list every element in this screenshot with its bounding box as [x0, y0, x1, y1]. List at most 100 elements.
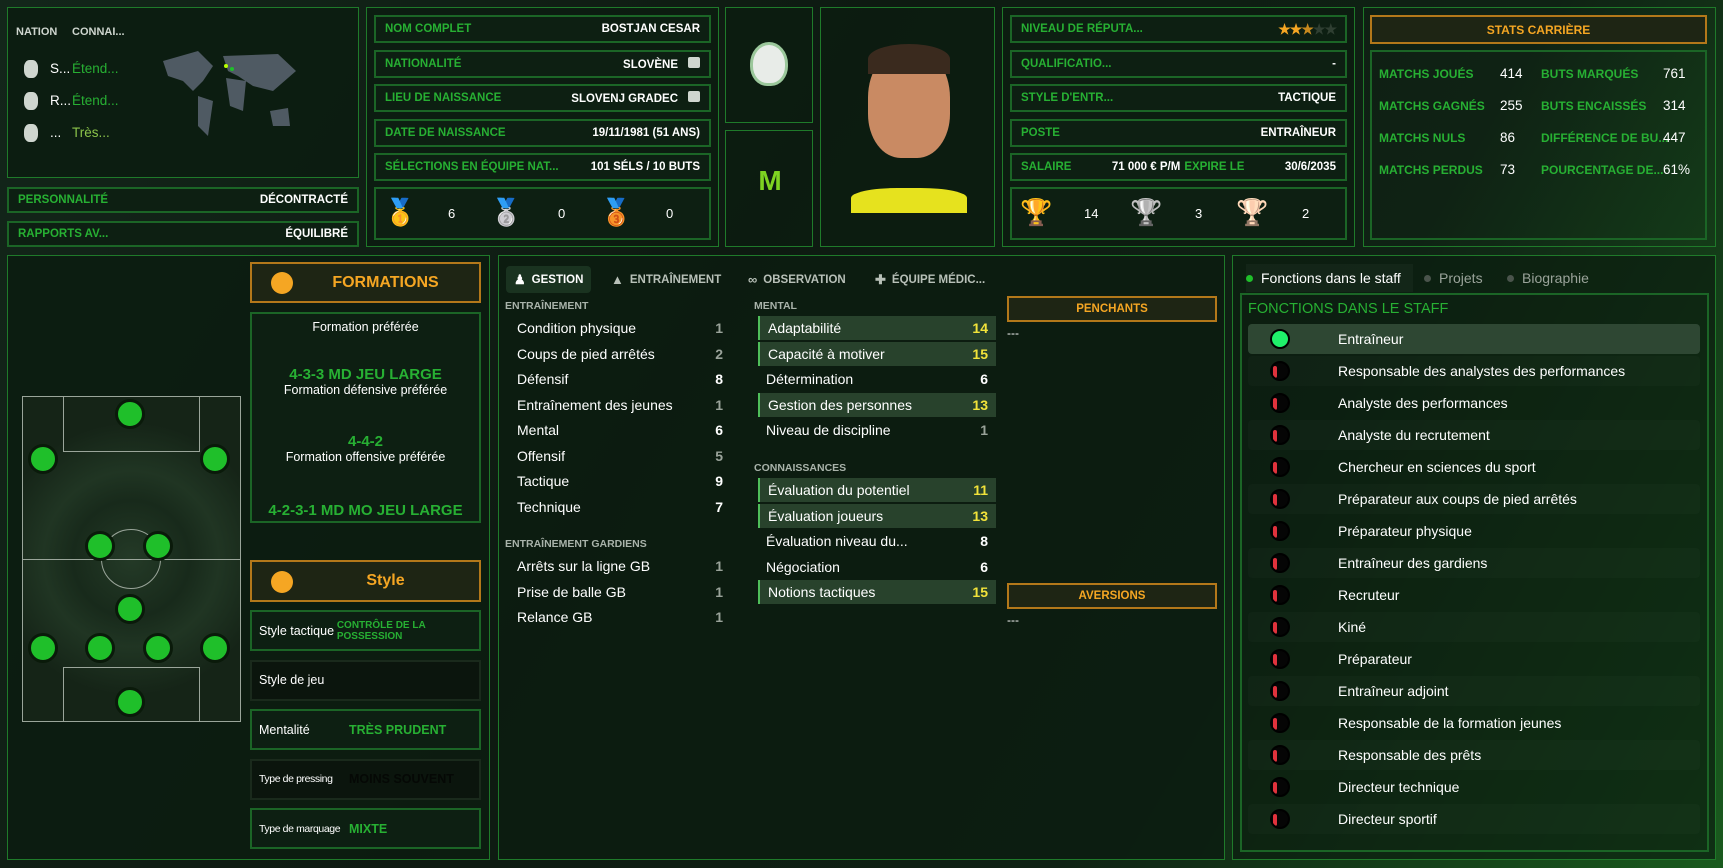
attribute-value: 1 — [715, 583, 723, 600]
style-label: Mentalité — [259, 722, 310, 737]
staff-role-row[interactable]: Préparateur — [1248, 644, 1700, 674]
player-marker[interactable] — [115, 594, 145, 624]
info-label: POSTE — [1021, 126, 1060, 139]
tab-1[interactable]: ▲ ENTRAÎNEMENT — [603, 266, 729, 293]
staff-role-label: Chercheur en sciences du sport — [1338, 459, 1536, 475]
attribute-value: 13 — [972, 507, 988, 524]
staff-role-row[interactable]: Entraîneur adjoint — [1248, 676, 1700, 706]
attribute-row[interactable]: Prise de balle GB 1 — [509, 580, 731, 604]
person-icon: ♟ — [514, 271, 526, 287]
attribute-row[interactable]: Offensif 5 — [509, 444, 731, 468]
section-title: MENTAL — [754, 300, 797, 312]
career-stat-value: 73 — [1500, 162, 1516, 177]
star-icon: ★ — [1301, 20, 1314, 37]
attribute-row[interactable]: Évaluation joueurs 13 — [758, 503, 996, 528]
player-marker[interactable] — [200, 633, 230, 663]
tab-0[interactable]: ♟ GESTION — [506, 266, 592, 293]
nation-name: S... — [50, 61, 71, 76]
style-label: Type de pressing — [259, 773, 333, 785]
media-label: RAPPORTS AV... — [18, 228, 109, 240]
player-marker[interactable] — [200, 444, 230, 474]
bronze-trophy-icon: 🏆 — [1236, 197, 1269, 227]
attribute-row[interactable]: Défensif 8 — [509, 367, 731, 391]
role-inactive-icon — [1270, 457, 1290, 477]
media-row: RAPPORTS AV... ÉQUILIBRÉ — [7, 221, 359, 247]
attribute-row[interactable]: Arrêts sur la ligne GB 1 — [509, 554, 731, 578]
player-marker[interactable] — [143, 633, 173, 663]
staff-role-row[interactable]: Directeur technique — [1248, 772, 1700, 802]
staff-role-row[interactable]: Responsable de la formation jeunes — [1248, 708, 1700, 738]
attribute-label: Technique — [517, 498, 581, 515]
info-value-wrap: SLOVÈNE — [623, 56, 700, 71]
staff-role-row[interactable]: Chercheur en sciences du sport — [1248, 452, 1700, 482]
info-label: SÉLECTIONS EN ÉQUIPE NAT... — [385, 161, 559, 173]
attribute-row[interactable]: Évaluation niveau du... 8 — [758, 529, 996, 553]
tab-label: GESTION — [531, 273, 584, 286]
player-marker[interactable] — [85, 633, 115, 663]
attribute-value: 6 — [980, 558, 988, 575]
right-tab-0[interactable]: Fonctions dans le staff — [1246, 264, 1413, 292]
attribute-row[interactable]: Détermination 6 — [758, 367, 996, 391]
info-label: LIEU DE NAISSANCE — [385, 92, 502, 104]
player-marker[interactable] — [85, 531, 115, 561]
player-marker[interactable] — [28, 444, 58, 474]
style-row: Style tactique CONTRÔLE DE LA POSSESSION — [250, 610, 481, 651]
expires-label: EXPIRE LE — [1184, 161, 1245, 173]
attribute-row[interactable]: Négociation 6 — [758, 555, 996, 579]
player-marker[interactable] — [115, 399, 145, 429]
attribute-value: 1 — [715, 396, 723, 413]
staff-role-row[interactable]: Directeur sportif — [1248, 804, 1700, 834]
attribute-row[interactable]: Technique 7 — [509, 495, 731, 519]
staff-role-row[interactable]: Préparateur physique — [1248, 516, 1700, 546]
attribute-value: 8 — [980, 533, 988, 549]
staff-role-row[interactable]: Entraîneur des gardiens — [1248, 548, 1700, 578]
staff-role-label: Recruteur — [1338, 587, 1400, 603]
star-icon: ★ — [1289, 20, 1303, 37]
staff-role-row[interactable]: Analyste du recrutement — [1248, 420, 1700, 450]
staff-role-row[interactable]: Préparateur aux coups de pied arrêtés — [1248, 484, 1700, 514]
attribute-row[interactable]: Coups de pied arrêtés 2 — [509, 342, 731, 366]
bronze-medal-count: 0 — [666, 206, 674, 221]
attribute-row[interactable]: Entraînement des jeunes 1 — [509, 393, 731, 417]
salary-row: SALAIRE 71 000 € P/M EXPIRE LE 30/6/2035 — [1010, 153, 1347, 181]
attribute-row[interactable]: Mental 6 — [509, 418, 731, 442]
player-marker[interactable] — [28, 633, 58, 663]
staff-roles-title: FONCTIONS DANS LE STAFF — [1248, 301, 1449, 317]
cone-icon: ▲ — [611, 272, 624, 287]
staff-role-row[interactable]: Entraîneur — [1248, 324, 1700, 354]
staff-role-row[interactable]: Kiné — [1248, 612, 1700, 642]
gold-medal-count: 6 — [448, 206, 456, 221]
attribute-row[interactable]: Niveau de discipline 1 — [758, 418, 996, 442]
player-marker[interactable] — [143, 531, 173, 561]
info-value-wrap: SLOVENJ GRADEC — [571, 91, 700, 105]
role-inactive-icon — [1270, 425, 1290, 445]
right-tab-1[interactable]: Projets — [1424, 264, 1483, 292]
staff-role-label: Analyste des performances — [1338, 395, 1508, 411]
tab-3[interactable]: ✚ ÉQUIPE MÉDIC... — [867, 266, 993, 293]
staff-role-row[interactable]: Responsable des prêts — [1248, 740, 1700, 770]
right-tab-2[interactable]: Biographie — [1507, 264, 1589, 292]
attribute-row[interactable]: Condition physique 1 — [509, 316, 731, 340]
tab-2[interactable]: ∞ OBSERVATION — [740, 266, 854, 293]
attribute-row[interactable]: Capacité à motiver 15 — [758, 341, 996, 366]
style-row: Type de pressing MOINS SOUVENT — [250, 758, 481, 800]
staff-role-row[interactable]: Analyste des performances — [1248, 388, 1700, 418]
attribute-row[interactable]: Tactique 9 — [509, 469, 731, 493]
player-marker[interactable] — [115, 687, 145, 717]
attribute-row[interactable]: Gestion des personnes 13 — [758, 392, 996, 417]
staff-role-label: Préparateur aux coups de pied arrêtés — [1338, 491, 1577, 507]
role-inactive-icon — [1270, 489, 1290, 509]
info-value: 19/11/1981 (51 ANS) — [592, 126, 700, 139]
attribute-row[interactable]: Évaluation du potentiel 11 — [758, 478, 996, 502]
staff-role-label: Directeur technique — [1338, 779, 1460, 795]
attribute-label: Tactique — [517, 473, 570, 489]
staff-role-row[interactable]: Responsable des analystes des performanc… — [1248, 356, 1700, 386]
staff-role-row[interactable]: Recruteur — [1248, 580, 1700, 610]
binoculars-icon: ∞ — [748, 272, 758, 287]
photo-box — [820, 7, 995, 247]
attribute-row[interactable]: Relance GB 1 — [509, 605, 731, 629]
attribute-label: Entraînement des jeunes — [517, 396, 673, 413]
attribute-row[interactable]: Notions tactiques 15 — [758, 580, 996, 604]
personality-row: PERSONNALITÉ DÉCONTRACTÉ — [7, 187, 359, 213]
attribute-row[interactable]: Adaptabilité 14 — [758, 316, 996, 340]
